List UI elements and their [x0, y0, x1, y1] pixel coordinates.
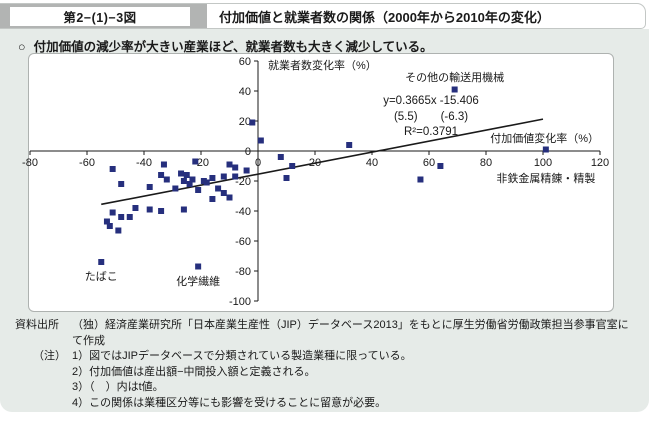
data-point [186, 181, 193, 187]
data-point [109, 209, 116, 216]
x-tick-label: 40 [366, 157, 378, 169]
x-tick-label: -80 [22, 157, 38, 169]
y-tick-label: -80 [235, 266, 251, 278]
regression-annotation: y=0.3665x -15.406 (5.5) (-6.3) R²=0.3791 [331, 94, 531, 141]
data-point [289, 163, 296, 169]
note-item: 2）付加価値は産出額−中間投入額と定義される。 [72, 365, 316, 378]
data-point [180, 178, 187, 184]
point-label: その他の輸送用機械 [405, 71, 505, 84]
data-point [163, 176, 170, 183]
data-point [257, 137, 264, 144]
note-spacer [15, 380, 72, 396]
data-point [215, 185, 222, 192]
data-point [118, 214, 125, 220]
data-point [98, 259, 105, 265]
data-point [232, 164, 239, 171]
data-point [195, 187, 202, 193]
data-point [232, 173, 239, 180]
data-point [249, 119, 256, 126]
data-point [183, 172, 190, 178]
data-point [132, 205, 139, 211]
data-point [243, 167, 250, 174]
data-point [178, 170, 185, 177]
data-point [209, 196, 216, 202]
x-tick-label: 0 [255, 157, 261, 169]
data-point [106, 223, 113, 229]
data-point [189, 176, 196, 183]
data-point [226, 194, 233, 201]
data-point [283, 175, 290, 181]
footnotes: 資料出所 （独）経済産業研究所「日本産業生産性（JIP）データベース2013」を… [15, 318, 640, 412]
note-item: 1）図ではJIPデータベースで分類されている製造業種に限っている。 [72, 350, 412, 363]
figure-number: 第2−(1)−3図 [10, 6, 190, 26]
bullet-circle-icon: ○ [18, 40, 26, 54]
data-point [126, 214, 133, 220]
key-finding-text: 付加価値の減少率が大きい産業ほど、就業者数も大きく減少している。 [33, 40, 433, 54]
scatter-chart: -80-60-40-200204060801001206040200-20-40… [22, 53, 614, 312]
note-label: （注） [33, 350, 66, 363]
data-point [160, 161, 167, 168]
data-point [180, 206, 187, 213]
data-point [451, 86, 458, 93]
data-point [103, 218, 110, 225]
point-label: 非鉄金属精錬・精製 [496, 173, 596, 185]
data-point [118, 181, 125, 187]
data-point [172, 185, 179, 192]
plot-area: -80-60-40-200204060801001206040200-20-40… [22, 56, 609, 308]
data-point [158, 208, 165, 214]
data-point [220, 190, 227, 196]
x-tick-label: -40 [136, 157, 152, 169]
data-point [158, 172, 165, 178]
y-tick-label: -100 [229, 296, 251, 308]
source-text: （独）経済産業研究所「日本産業生産性（JIP）データベース2013」をもとに厚生… [72, 319, 629, 347]
data-point [195, 263, 202, 270]
x-tick-label: 80 [480, 157, 492, 169]
data-point [146, 206, 153, 213]
data-point [220, 173, 227, 180]
data-point [277, 154, 284, 160]
key-finding: ○ 付加価値の減少率が大きい産業ほど、就業者数も大きく減少している。 [18, 36, 433, 55]
x-tick-label: 100 [534, 157, 552, 169]
figure-header: 第2−(1)−3図 付加価値と就業者数の関係（2000年から2010年の変化） [0, 3, 646, 29]
data-point [115, 227, 122, 234]
data-point [226, 161, 233, 168]
y-tick-label: 40 [239, 86, 251, 98]
x-tick-label: 120 [591, 157, 609, 169]
data-point [437, 163, 444, 169]
y-tick-label: 20 [239, 116, 251, 128]
note-item: 4）この関係は業種区分等にも影響を受けることに留意が必要。 [72, 396, 387, 409]
source-label: 資料出所 [15, 319, 59, 331]
y-tick-label: 0 [245, 146, 251, 158]
point-label: 化学繊維 [176, 275, 221, 288]
data-point [146, 184, 153, 190]
data-point [417, 176, 424, 183]
data-point [542, 146, 549, 153]
regression-equation: y=0.3665x -15.406 [383, 95, 479, 107]
note-spacer [15, 365, 72, 381]
x-tick-label: 60 [423, 157, 435, 169]
x-tick-label: -60 [79, 157, 95, 169]
y-axis-title: 就業者数変化率（%） [268, 60, 377, 72]
regression-r-squared: R²=0.3791 [403, 126, 459, 138]
data-point [203, 179, 210, 186]
data-point [209, 175, 216, 181]
note-item: 3）（ ）内はt値。 [72, 381, 164, 394]
data-point [109, 166, 116, 172]
y-tick-label: -60 [235, 236, 251, 248]
regression-t-values: (5.5) (-6.3) [393, 110, 469, 123]
y-tick-label: -20 [235, 176, 251, 188]
figure-number-bar: 第2−(1)−3図 [0, 4, 207, 28]
note-spacer [15, 396, 72, 412]
data-point [192, 158, 199, 165]
y-tick-label: 60 [239, 56, 251, 68]
y-tick-label: -40 [235, 206, 251, 218]
figure-title: 付加価値と就業者数の関係（2000年から2010年の変化） [219, 9, 550, 25]
data-point [346, 142, 353, 148]
x-axis-title: 付加価値変化率（%） [490, 133, 599, 145]
point-label: たばこ [84, 271, 118, 283]
